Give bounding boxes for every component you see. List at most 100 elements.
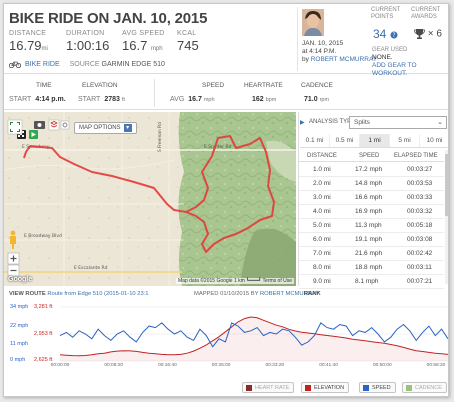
analysis-type-select[interactable]: Splits ⌄ <box>349 116 447 129</box>
points-info-icon[interactable]: ? <box>390 31 398 39</box>
splits-table: 1.0 mi 17.2 mph 00:03:27 2.0 mi 14.8 mph 00:0… <box>299 163 444 289</box>
stat-distance: DISTANCE 16.79mi <box>9 30 48 53</box>
points-label: CURRENT POINTS <box>371 7 401 20</box>
road-label: E Snyder Rd <box>204 144 232 150</box>
analysis-panel: ▶ ANALYSIS TYPE Splits ⌄ 0.1 mi 0.5 mi 1… <box>298 112 448 289</box>
bike-icon <box>9 61 21 68</box>
route-map[interactable]: E Speedway E Snyder Rd E Broadway Blvd E… <box>4 112 296 286</box>
speed-series <box>59 322 448 348</box>
zoom-out-button[interactable] <box>7 264 20 277</box>
time-axis-tick: 00:33:20 <box>265 363 285 368</box>
user-name-link[interactable]: ROBERT MCMURRAY <box>310 56 378 63</box>
trophy-icon <box>414 29 425 39</box>
splits-table-header: DISTANCE SPEED ELAPSED TIME <box>299 150 444 162</box>
graph-legend: HEART RATE ELEVATION SPEED CADENCE <box>4 377 448 396</box>
activity-header: BIKE RIDE ON JAN. 10, 2015 DISTANCE 16.7… <box>4 4 448 77</box>
analysis-type-label: ANALYSIS TYPE <box>309 119 356 125</box>
elevation-series <box>59 316 448 357</box>
speed-axis-tick: 0 mph <box>10 357 26 363</box>
map-layers-icon[interactable] <box>48 119 60 131</box>
activity-type-link[interactable]: BIKE RIDE <box>25 60 60 68</box>
elevation-axis-tick: 2,953 ft <box>34 331 53 337</box>
time-axis-tick: 00:00:00 <box>50 363 70 368</box>
time-axis-tick: 00:16:40 <box>158 363 177 368</box>
time-axis-tick: 00:58:20 <box>426 363 446 368</box>
street-view-pegman-icon[interactable] <box>10 230 16 249</box>
awards-label: CURRENT AWARDS <box>411 7 441 20</box>
awards-value: × 6 <box>427 28 442 40</box>
road-label: S Freeman Rd <box>157 122 163 152</box>
road-label: E Escalante Rd <box>74 265 108 271</box>
tab-0-5-mi[interactable]: 0.5 mi <box>330 134 360 147</box>
map-options-dropdown[interactable]: MAP OPTIONS ▾ <box>74 122 137 134</box>
source-device: GARMIN EDGE 510 <box>101 60 165 68</box>
chevron-down-icon: ▾ <box>123 124 132 132</box>
elevation-series-area <box>60 317 448 361</box>
time-axis-tick: 00:25:00 <box>211 363 231 368</box>
camera-icon[interactable] <box>34 121 45 129</box>
tab-0-1-mi[interactable]: 0.1 mi <box>300 134 330 147</box>
activity-graph[interactable]: 34 mph 22 mph 11 mph 0 mph 3,281 ft 2,95… <box>4 301 449 376</box>
graph-canvas[interactable] <box>4 301 449 376</box>
start-time: START 4:14 p.m. <box>9 96 66 103</box>
elevation-axis-tick: 2,625 ft <box>34 357 53 363</box>
start-elevation: START 2783 ft <box>78 96 125 103</box>
table-row[interactable]: 1.0 mi 17.2 mph 00:03:27 <box>299 163 444 177</box>
map-attribution[interactable]: Map data ©2015 Google 1 km ┗━━━┛ Terms o… <box>176 278 294 284</box>
activity-page: BIKE RIDE ON JAN. 10, 2015 DISTANCE 16.7… <box>3 3 449 397</box>
road-label: E Broadway Blvd <box>24 233 62 239</box>
stat-duration: DURATION 1:00:16 <box>66 30 110 53</box>
mapped-by-link[interactable]: ROBERT MCMURRAY <box>259 291 320 297</box>
gear-used: GEAR USED NONE. ADD GEAR TO WORKOUT. <box>372 46 448 78</box>
table-row[interactable]: 6.0 mi 19.1 mph 00:03:08 <box>299 233 444 247</box>
legend-heart-rate-toggle[interactable]: HEART RATE <box>242 382 295 393</box>
table-row[interactable]: 9.0 mi 8.1 mph 00:07:21 <box>299 275 444 289</box>
table-row[interactable]: 2.0 mi 14.8 mph 00:03:53 <box>299 177 444 191</box>
route-link[interactable]: Route from Edge 510 (2015-01-10 23:1 <box>47 291 149 297</box>
page-title: BIKE RIDE ON JAN. 10, 2015 <box>9 10 208 27</box>
avg-heartrate: 162 bpm <box>252 96 277 103</box>
tab-10-mi[interactable]: 10 mi <box>420 134 448 147</box>
activity-type-row: BIKE RIDE SOURCE GARMIN EDGE 510 <box>9 60 165 68</box>
google-logo: Google <box>8 276 33 283</box>
avg-speed: AVG 16.7 mph <box>170 96 215 103</box>
tab-5-mi[interactable]: 5 mi <box>390 134 420 147</box>
stat-avg-speed: AVG SPEED 16.7 mph <box>122 30 165 53</box>
elevation-axis-tick: 3,281 ft <box>34 304 53 310</box>
time-axis-tick: 00:50:00 <box>372 363 392 368</box>
start-marker[interactable] <box>29 130 38 139</box>
points-awards: CURRENT POINTS CURRENT AWARDS 34 ? × 6 <box>371 7 448 47</box>
table-row[interactable]: 7.0 mi 21.6 mph 00:02:42 <box>299 247 444 261</box>
panel-collapse-icon[interactable]: ▶ <box>300 120 305 126</box>
speed-axis-tick: 22 mph <box>10 323 29 329</box>
legend-elevation-toggle[interactable]: ELEVATION <box>301 382 350 393</box>
stat-kcal: KCAL 745 <box>177 30 199 53</box>
map-canvas[interactable]: E Speedway E Snyder Rd E Broadway Blvd E… <box>4 112 296 286</box>
legend-speed-toggle[interactable]: SPEED <box>359 382 396 393</box>
tab-1-mi[interactable]: 1 mi <box>360 134 390 147</box>
zoom-in-button[interactable] <box>7 252 20 265</box>
table-row[interactable]: 5.0 mi 11.3 mph 00:05:18 <box>299 219 444 233</box>
fullscreen-icon[interactable] <box>7 119 23 135</box>
splits-scrollbar[interactable] <box>445 150 448 284</box>
legend-cadence-toggle[interactable]: CADENCE <box>402 382 447 393</box>
avg-cadence: 71.0 rpm <box>304 96 330 103</box>
activity-date: JAN. 10, 2015 <box>302 40 344 47</box>
fit-route-icon[interactable] <box>60 120 70 130</box>
table-row[interactable]: 4.0 mi 16.9 mph 00:03:32 <box>299 205 444 219</box>
split-interval-tabs: 0.1 mi 0.5 mi 1 mi 5 mi 10 mi <box>300 134 448 148</box>
table-row[interactable]: 3.0 mi 16.6 mph 00:03:33 <box>299 191 444 205</box>
rank-label: RANK <box>304 291 321 297</box>
table-row[interactable]: 8.0 mi 18.8 mph 00:03:11 <box>299 261 444 275</box>
activity-time: at 4:14 P.M. <box>302 48 337 55</box>
summary-stats-row: TIME START 4:14 p.m. ELEVATION START 2783 … <box>4 75 448 110</box>
user-info: JAN. 10, 2015 at 4:14 P.M. by ROBERT MCM… <box>297 7 377 71</box>
svg-text:?: ? <box>392 32 395 39</box>
time-axis-tick: 00:08:20 <box>104 363 124 368</box>
speed-axis-tick: 34 mph <box>10 304 29 310</box>
points-value[interactable]: 34 <box>373 27 387 41</box>
avatar[interactable] <box>302 9 324 36</box>
gear-value: NONE. <box>372 54 393 61</box>
route-info-bar: VIEW ROUTE Route from Edge 510 (2015-01-… <box>9 291 321 297</box>
add-gear-link[interactable]: ADD GEAR TO WORKOUT. <box>372 62 417 77</box>
